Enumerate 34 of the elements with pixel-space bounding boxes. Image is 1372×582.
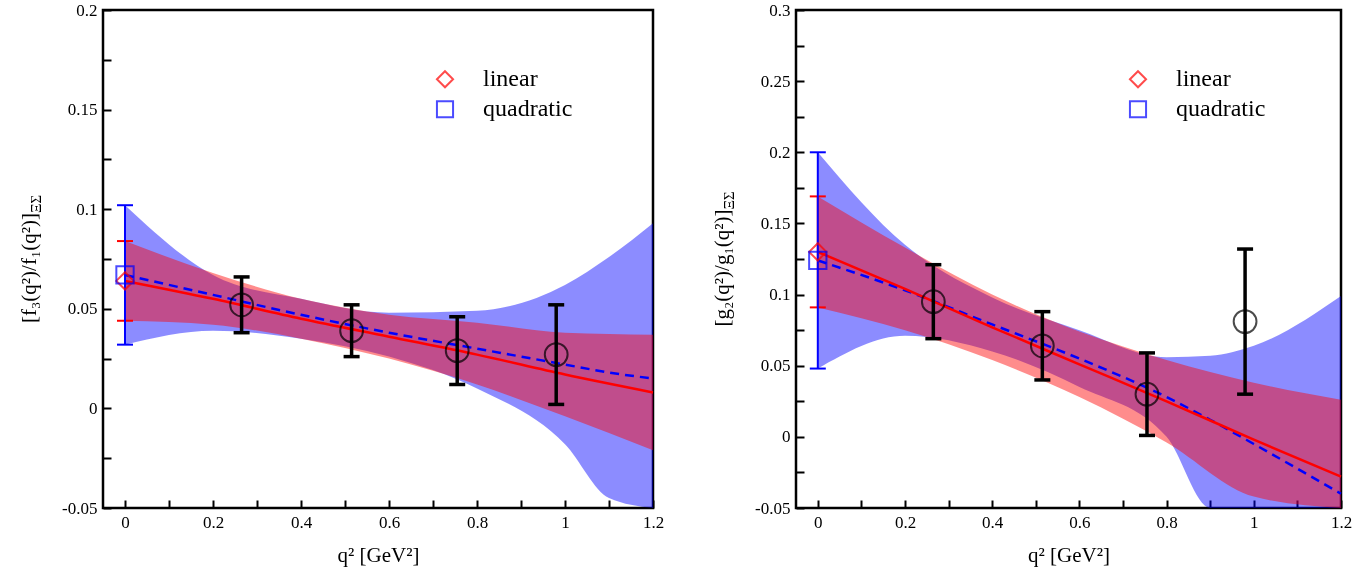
x-tick-label: 0.6 bbox=[1069, 512, 1091, 532]
x-tick-label: 1 bbox=[1250, 512, 1259, 532]
y-tick-label: 0.05 bbox=[67, 299, 98, 319]
x-tick-label: 0.4 bbox=[290, 512, 313, 532]
x-tick-label: 0.6 bbox=[378, 512, 401, 532]
y-tick-label: 0.25 bbox=[760, 71, 791, 91]
y-tick-label: 0.2 bbox=[76, 0, 98, 20]
y-tick-label: 0.3 bbox=[769, 0, 791, 20]
x-tick-label: 0 bbox=[814, 512, 823, 532]
x-tick-label: 0.8 bbox=[466, 512, 489, 532]
x-tick-label: 0 bbox=[121, 512, 130, 532]
x-axis-title: q² [GeV²] bbox=[1028, 542, 1110, 567]
y-tick-label: 0 bbox=[89, 398, 98, 418]
x-tick-label: 1.2 bbox=[1330, 512, 1353, 532]
x-tick-label: 1.2 bbox=[642, 512, 665, 532]
legend-label: linear bbox=[1176, 65, 1231, 92]
y-tick-label: 0.15 bbox=[760, 213, 791, 233]
y-tick-label: 0.15 bbox=[67, 100, 98, 120]
x-tick-label: 0.8 bbox=[1156, 512, 1178, 532]
y-tick-label: 0 bbox=[782, 427, 791, 447]
y-tick-label: -0.05 bbox=[62, 498, 98, 518]
x-tick-label: 0.2 bbox=[202, 512, 225, 532]
y-tick-label: 0.1 bbox=[769, 285, 791, 305]
x-tick-label: 1 bbox=[561, 512, 570, 532]
y-tick-label: 0.1 bbox=[76, 199, 98, 219]
y-tick-label: 0.2 bbox=[769, 142, 791, 162]
y-tick-label: -0.05 bbox=[755, 498, 791, 518]
legend-label: linear bbox=[483, 65, 538, 92]
y-tick-label: 0.05 bbox=[760, 356, 791, 376]
x-tick-label: 0.4 bbox=[982, 512, 1004, 532]
legend-label: quadratic bbox=[483, 95, 573, 122]
x-axis-title: q² [GeV²] bbox=[337, 542, 420, 567]
x-tick-label: 0.2 bbox=[894, 512, 917, 532]
legend-label: quadratic bbox=[1176, 95, 1266, 122]
